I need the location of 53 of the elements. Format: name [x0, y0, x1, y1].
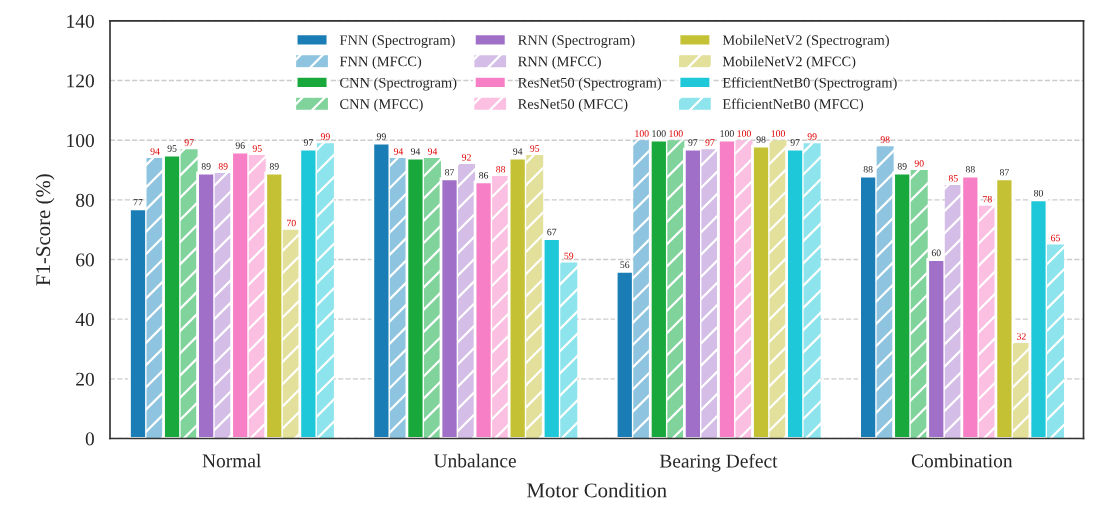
y-tick-label: 100: [67, 134, 94, 148]
bar: [858, 174, 879, 439]
bar: [507, 156, 528, 439]
bar: [389, 158, 407, 439]
bar: [230, 150, 251, 439]
bar: [316, 143, 334, 439]
x-axis-title: Motor Condition: [527, 482, 667, 498]
bar: [541, 237, 562, 439]
bar: [910, 170, 928, 439]
bar: [560, 262, 578, 439]
bar: [751, 144, 771, 439]
bar: [473, 180, 494, 439]
y-tick-label: 120: [67, 74, 94, 88]
bar: [892, 171, 913, 439]
x-tick-label: Normal: [202, 453, 261, 468]
bar: [701, 149, 719, 439]
bar: [926, 258, 947, 439]
bar: [128, 207, 148, 439]
bar: [1046, 244, 1065, 439]
x-tick-label: Combination: [911, 453, 1013, 468]
y-tick-label: 60: [76, 253, 94, 267]
y-tick-label: 20: [76, 372, 94, 386]
bar: [526, 155, 544, 439]
bar: [439, 177, 460, 439]
bar: [264, 171, 285, 439]
bar: [682, 147, 703, 439]
x-tick-label: Unbalance: [433, 453, 516, 468]
x-tick-label: Bearing Defect: [659, 453, 778, 472]
bar: [492, 175, 510, 439]
bar: [196, 171, 217, 439]
bar: [162, 153, 182, 439]
bar: [803, 143, 821, 439]
bar: [405, 156, 426, 439]
y-tick-label: 140: [67, 14, 94, 28]
bar: [298, 147, 319, 439]
y-axis-title: F1-Score (%): [35, 174, 55, 286]
bar: [423, 158, 441, 439]
bar: [785, 147, 806, 439]
bar: [633, 140, 651, 439]
bar: [735, 140, 753, 439]
bar: [458, 164, 476, 439]
bar: [960, 174, 981, 439]
bar: [994, 177, 1015, 439]
bar: [648, 138, 669, 439]
y-tick-label: 40: [75, 312, 94, 327]
y-tick-label: 80: [76, 193, 94, 207]
y-tick-label: 0: [85, 432, 94, 446]
bar: [1028, 198, 1049, 439]
bar: [717, 138, 737, 439]
bar: [614, 270, 635, 439]
bar: [667, 140, 685, 439]
bar: [1012, 343, 1030, 439]
bar: [371, 141, 392, 439]
